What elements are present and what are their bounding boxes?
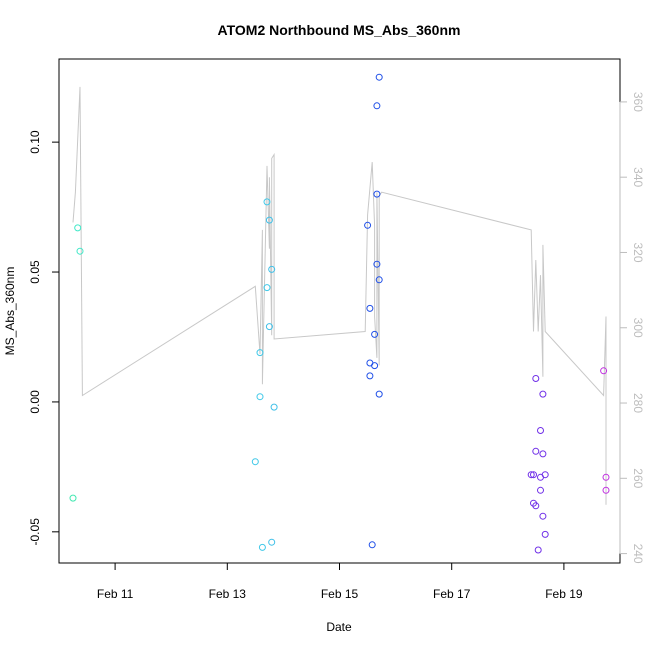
data-point bbox=[532, 447, 540, 455]
data-point bbox=[375, 73, 383, 81]
data-point bbox=[530, 471, 537, 479]
y2-tick-label: 340 bbox=[631, 167, 645, 187]
y2-tick-label: 300 bbox=[631, 318, 645, 338]
y-axis-left: -0.05 0.00 0.05 0.10 bbox=[28, 130, 60, 546]
data-point bbox=[258, 543, 266, 551]
data-point bbox=[527, 471, 535, 479]
y-tick-label: 0.05 bbox=[28, 260, 42, 284]
data-point bbox=[532, 502, 540, 510]
y-tick-label: 0.10 bbox=[28, 130, 42, 154]
data-points-layer bbox=[69, 73, 610, 554]
data-point bbox=[268, 538, 276, 546]
data-point bbox=[74, 224, 82, 232]
data-point bbox=[532, 375, 540, 382]
x-axis: Feb 11 Feb 13 Feb 15 Feb 17 Feb 19 bbox=[97, 562, 583, 601]
data-point bbox=[375, 276, 383, 284]
x-tick-label: Feb 13 bbox=[209, 587, 247, 601]
data-point bbox=[600, 367, 608, 375]
data-point bbox=[539, 390, 547, 398]
data-point bbox=[537, 486, 544, 494]
x-tick-label: Feb 17 bbox=[433, 587, 471, 601]
data-point bbox=[373, 190, 381, 198]
plot-frame bbox=[58, 58, 621, 564]
data-point bbox=[265, 323, 273, 331]
data-point bbox=[251, 458, 259, 466]
data-point bbox=[69, 494, 77, 502]
data-point bbox=[263, 198, 271, 206]
data-point bbox=[539, 450, 547, 458]
data-point bbox=[371, 330, 379, 338]
data-point bbox=[263, 284, 271, 292]
data-point bbox=[373, 260, 381, 268]
y-tick-label: 0.00 bbox=[28, 390, 42, 414]
y2-tick-label: 260 bbox=[631, 468, 645, 488]
y2-tick-label: 320 bbox=[631, 242, 645, 262]
data-point bbox=[371, 362, 379, 370]
data-point bbox=[602, 473, 610, 481]
data-point bbox=[368, 541, 376, 549]
chart-title: ATOM2 Northbound MS_Abs_360nm bbox=[218, 22, 461, 38]
data-point bbox=[256, 349, 264, 357]
data-point bbox=[541, 530, 549, 538]
data-point bbox=[268, 265, 276, 273]
y-axis-label: MS_Abs_360nm bbox=[3, 267, 17, 356]
data-point bbox=[541, 471, 549, 479]
connecting-line-layer bbox=[72, 86, 607, 505]
x-axis-label: Date bbox=[326, 620, 352, 634]
data-point bbox=[602, 486, 610, 494]
x-tick-label: Feb 19 bbox=[545, 587, 583, 601]
data-point bbox=[539, 512, 547, 520]
data-point bbox=[366, 372, 374, 380]
data-point bbox=[375, 390, 383, 398]
data-point bbox=[534, 546, 542, 554]
x-tick-label: Feb 11 bbox=[97, 587, 134, 601]
y-tick-label: -0.05 bbox=[28, 518, 42, 546]
data-point bbox=[537, 427, 544, 434]
y-axis-right: 240 260 280 300 320 340 360 bbox=[619, 92, 645, 564]
series-line bbox=[72, 86, 607, 505]
data-point bbox=[366, 304, 374, 312]
data-point bbox=[76, 247, 84, 255]
y2-tick-label: 280 bbox=[631, 393, 645, 413]
data-point bbox=[373, 102, 381, 110]
y2-tick-label: 240 bbox=[631, 544, 645, 564]
data-point bbox=[270, 403, 278, 411]
data-point bbox=[364, 221, 372, 229]
data-point bbox=[265, 216, 273, 224]
x-tick-label: Feb 15 bbox=[321, 587, 359, 601]
data-point bbox=[256, 393, 264, 401]
y2-tick-label: 360 bbox=[631, 92, 645, 112]
